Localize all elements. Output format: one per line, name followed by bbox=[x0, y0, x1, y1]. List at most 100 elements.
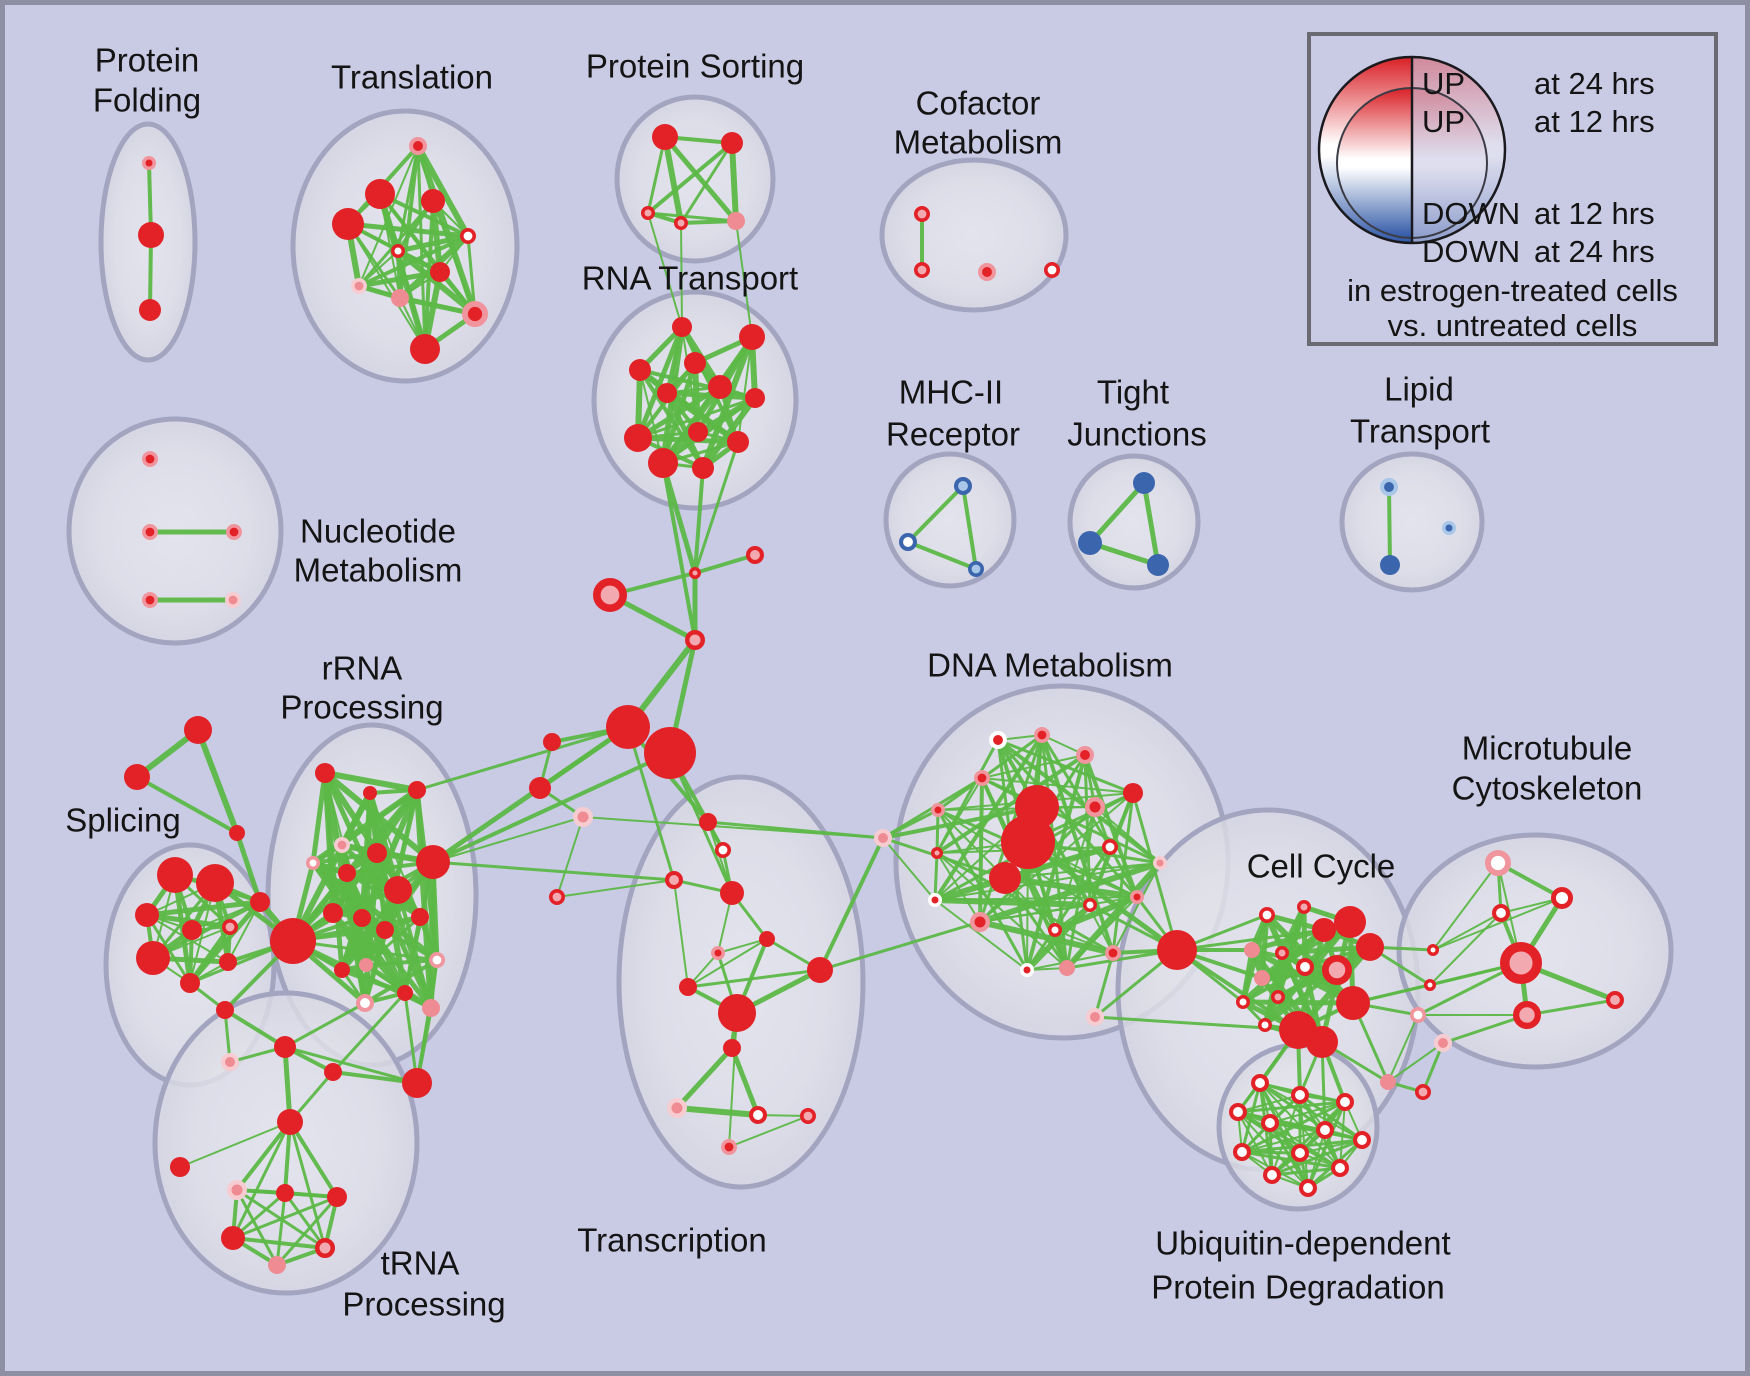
network-node bbox=[384, 876, 412, 904]
network-edge bbox=[556, 816, 584, 898]
cluster-ellipse-transcription bbox=[616, 774, 866, 1190]
network-node bbox=[1233, 1143, 1252, 1162]
network-node bbox=[899, 533, 918, 552]
network-edge bbox=[961, 484, 978, 571]
network-node bbox=[1336, 986, 1370, 1020]
network-edge bbox=[223, 1008, 287, 1049]
cluster-label-cofactor-metabolism: Cofactor bbox=[916, 85, 1041, 122]
network-node bbox=[355, 994, 374, 1013]
network-edge bbox=[936, 808, 1029, 972]
network-node bbox=[1297, 900, 1311, 914]
network-node bbox=[1306, 1026, 1338, 1058]
network-edge bbox=[1175, 948, 1300, 1032]
network-node bbox=[408, 136, 427, 155]
cluster-ellipse-cofactor-metabolism bbox=[879, 157, 1069, 313]
network-node bbox=[219, 953, 237, 971]
network-node bbox=[276, 1184, 294, 1202]
network-node bbox=[391, 244, 405, 258]
network-node bbox=[684, 352, 706, 374]
network-node bbox=[182, 920, 202, 940]
network-node bbox=[1105, 944, 1122, 961]
network-node bbox=[573, 807, 593, 827]
legend-time-label: at 24 hrs bbox=[1534, 234, 1655, 269]
network-edge bbox=[395, 233, 471, 254]
network-node bbox=[1085, 797, 1105, 817]
cluster-label-mhc-ii-receptor: Receptor bbox=[886, 416, 1020, 453]
network-edge bbox=[934, 862, 1161, 901]
legend-direction-label: DOWN bbox=[1422, 196, 1521, 231]
network-node bbox=[641, 206, 655, 220]
network-node bbox=[1086, 1008, 1105, 1027]
network-node bbox=[430, 262, 450, 282]
network-node bbox=[1261, 1114, 1280, 1133]
network-edge bbox=[428, 859, 436, 1011]
network-edge bbox=[1241, 1129, 1326, 1153]
network-edge bbox=[415, 143, 471, 239]
network-node bbox=[749, 1106, 768, 1125]
network-node bbox=[124, 764, 150, 790]
network-edge bbox=[1269, 1101, 1346, 1124]
network-node bbox=[1263, 1166, 1282, 1185]
network-node bbox=[221, 1226, 245, 1250]
network-edge bbox=[339, 967, 408, 996]
network-edge bbox=[1429, 912, 1502, 986]
network-node bbox=[391, 289, 409, 307]
network-edge bbox=[357, 199, 435, 288]
network-edge bbox=[1271, 1094, 1301, 1176]
network-edge bbox=[981, 754, 1086, 779]
network-edge bbox=[906, 484, 965, 544]
network-node bbox=[376, 921, 394, 939]
network-node bbox=[708, 375, 732, 399]
network-edge bbox=[1175, 928, 1326, 952]
cluster-label-mhc-ii-receptor: MHC-II bbox=[899, 374, 1003, 411]
network-node bbox=[1499, 941, 1542, 984]
cluster-label-protein-sorting: Protein Sorting bbox=[586, 48, 804, 85]
network-edge bbox=[818, 920, 982, 972]
network-node bbox=[1244, 942, 1260, 958]
network-node bbox=[1147, 554, 1169, 576]
network-edge bbox=[415, 958, 439, 1085]
network-node bbox=[408, 781, 426, 799]
network-edge bbox=[311, 851, 379, 865]
network-edge bbox=[935, 808, 940, 855]
network-node bbox=[397, 985, 413, 1001]
network-node bbox=[665, 871, 684, 890]
cluster-ellipse-tight-junctions bbox=[1067, 453, 1201, 591]
network-edge bbox=[466, 234, 477, 316]
network-edge bbox=[1131, 791, 1179, 952]
network-edge bbox=[135, 775, 239, 835]
network-edge bbox=[1432, 862, 1499, 951]
network-node bbox=[928, 893, 942, 907]
network-edge bbox=[275, 1195, 339, 1267]
network-node bbox=[657, 383, 677, 403]
network-node bbox=[461, 300, 488, 327]
network-edge bbox=[1089, 846, 1111, 906]
network-node bbox=[674, 216, 688, 230]
network-edge bbox=[735, 220, 753, 338]
network-node bbox=[1229, 1103, 1248, 1122]
network-edge bbox=[707, 821, 733, 894]
cluster-label-splicing: Splicing bbox=[65, 802, 181, 839]
network-edge bbox=[662, 134, 739, 224]
network-node bbox=[1550, 886, 1573, 909]
network-nodes bbox=[124, 124, 1625, 1274]
network-node bbox=[421, 189, 445, 213]
network-edge bbox=[646, 141, 734, 215]
network-edge bbox=[1387, 485, 1392, 567]
cluster-label-dna-metabolism: DNA Metabolism bbox=[927, 647, 1173, 684]
network-edge bbox=[195, 727, 240, 836]
network-node bbox=[606, 705, 650, 749]
network-node bbox=[333, 836, 350, 853]
network-edge bbox=[674, 1045, 735, 1111]
network-edge bbox=[430, 724, 631, 865]
network-node bbox=[970, 912, 990, 932]
cluster-label-lipid-transport: Lipid bbox=[1384, 371, 1454, 408]
cluster-ellipse-mhc-ii-receptor bbox=[883, 451, 1017, 589]
cluster-label-translation: Translation bbox=[331, 59, 493, 96]
network-node bbox=[1020, 963, 1034, 977]
network-edge bbox=[881, 836, 1007, 880]
network-edge bbox=[662, 134, 684, 226]
network-edge bbox=[693, 553, 757, 575]
network-node bbox=[692, 457, 714, 479]
